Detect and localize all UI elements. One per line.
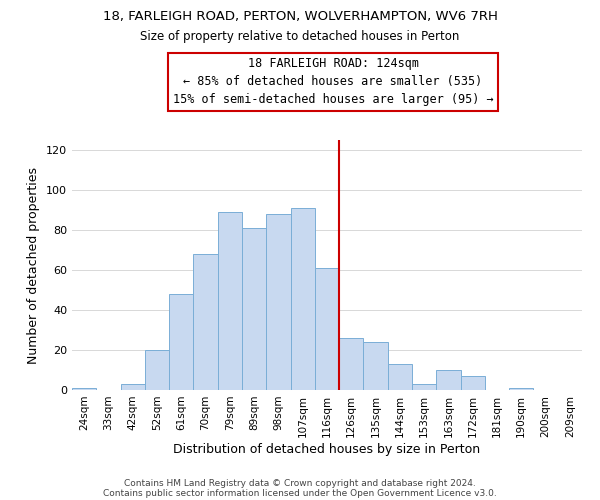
Text: 18 FARLEIGH ROAD: 124sqm
← 85% of detached houses are smaller (535)
15% of semi-: 18 FARLEIGH ROAD: 124sqm ← 85% of detach… [173,58,493,106]
Text: Contains public sector information licensed under the Open Government Licence v3: Contains public sector information licen… [103,488,497,498]
Bar [412,384,436,390]
Bar [218,212,242,390]
Bar [145,350,169,390]
Text: Contains HM Land Registry data © Crown copyright and database right 2024.: Contains HM Land Registry data © Crown c… [124,478,476,488]
Text: 18, FARLEIGH ROAD, PERTON, WOLVERHAMPTON, WV6 7RH: 18, FARLEIGH ROAD, PERTON, WOLVERHAMPTON… [103,10,497,23]
Bar [509,388,533,390]
Y-axis label: Number of detached properties: Number of detached properties [28,166,40,364]
Bar [193,254,218,390]
Bar [436,370,461,390]
Bar [72,388,96,390]
Bar [169,294,193,390]
Bar [266,214,290,390]
Bar [315,268,339,390]
Bar [290,208,315,390]
Bar [121,384,145,390]
Bar [339,338,364,390]
Bar [461,376,485,390]
Text: Size of property relative to detached houses in Perton: Size of property relative to detached ho… [140,30,460,43]
X-axis label: Distribution of detached houses by size in Perton: Distribution of detached houses by size … [173,442,481,456]
Bar [364,342,388,390]
Bar [388,364,412,390]
Bar [242,228,266,390]
